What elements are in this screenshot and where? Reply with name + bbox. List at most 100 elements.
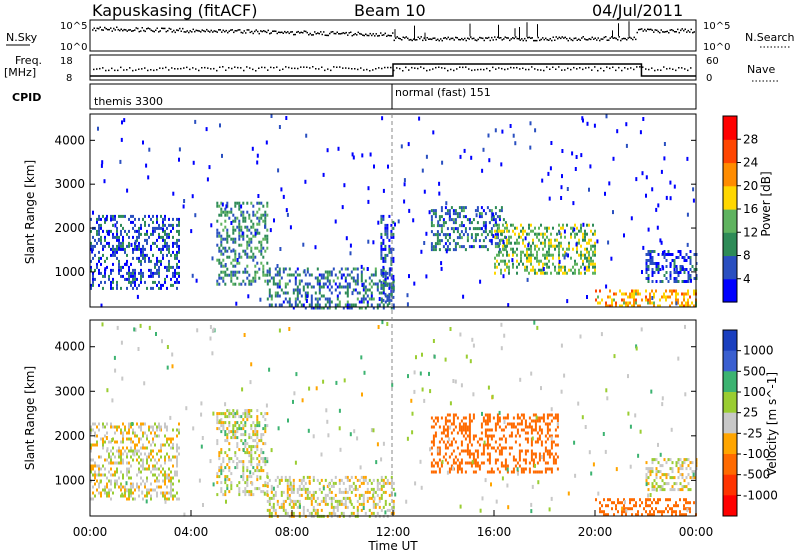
- power-echo-cell: [498, 253, 500, 257]
- power-echo-cell: [332, 267, 335, 271]
- velocity-echo-cell: [230, 436, 233, 440]
- power-sparse-echo: [97, 126, 99, 131]
- power-echo-cell: [570, 232, 572, 236]
- velocity-echo-cell: [152, 437, 154, 441]
- velocity-echo-cell: [386, 481, 389, 485]
- power-echo-cell: [592, 223, 594, 227]
- velocity-echo-cell: [228, 442, 231, 446]
- nave-sample: [648, 68, 650, 71]
- velocity-echo-cell: [546, 467, 549, 471]
- power-echo-cell: [138, 256, 140, 260]
- power-echo-cell: [140, 223, 142, 227]
- noise-sample: [599, 39, 601, 42]
- power-sparse-echo: [642, 245, 645, 250]
- noise-sample: [126, 30, 128, 32]
- noise-sample: [404, 37, 406, 39]
- power-echo-cell: [582, 238, 584, 242]
- velocity-echo-cell: [92, 458, 94, 462]
- noise-sample: [330, 31, 332, 33]
- power-echo-cell: [380, 283, 383, 287]
- velocity-echo-cell: [268, 478, 271, 482]
- noise-sample: [587, 39, 589, 41]
- power-echo-cell: [248, 237, 251, 241]
- power-echo-cell: [482, 209, 485, 213]
- power-echo-cell: [346, 294, 349, 298]
- velocity-echo-cell: [250, 457, 253, 461]
- power-echo-cell: [594, 253, 596, 257]
- velocity-echo-cell: [174, 455, 176, 459]
- power-echo-cell: [434, 233, 437, 237]
- power-sparse-echo: [369, 152, 372, 157]
- velocity-echo-cell: [621, 513, 623, 517]
- velocity-echo-cell: [276, 499, 279, 503]
- velocity-echo-cell: [264, 424, 267, 428]
- velocity-echo-cell: [671, 476, 674, 480]
- power-echo-cell: [174, 253, 176, 257]
- velocity-echo-cell: [464, 470, 467, 474]
- noise-sample: [201, 29, 203, 31]
- power-echo-cell: [446, 248, 449, 252]
- power-echo-cell: [594, 262, 596, 266]
- power-sparse-echo: [406, 293, 409, 298]
- power-echo-cell: [114, 250, 116, 254]
- velocity-sparse-echo: [201, 436, 204, 440]
- noise-sample: [189, 30, 191, 32]
- velocity-echo-cell: [164, 473, 166, 477]
- velocity-echo-cell: [252, 472, 255, 476]
- power-echo-cell: [504, 268, 506, 272]
- nave-sample: [177, 68, 179, 70]
- noise-sample: [117, 28, 119, 31]
- velocity-echo-cell: [122, 476, 124, 480]
- velocity-echo-cell: [226, 475, 229, 479]
- nave-sample: [252, 68, 254, 71]
- velocity-echo-cell: [310, 499, 313, 503]
- velocity-echo-cell: [468, 437, 471, 441]
- power-echo-cell: [633, 295, 635, 299]
- velocity-echo-cell: [466, 425, 469, 429]
- nave-sample: [411, 66, 413, 69]
- power-echo-cell: [548, 244, 550, 248]
- power-echo-cell: [645, 289, 647, 293]
- power-echo-cell: [468, 245, 471, 249]
- power-echo-cell: [550, 244, 552, 248]
- velocity-echo-cell: [114, 473, 116, 477]
- velocity-echo-cell: [142, 443, 144, 447]
- power-echo-cell: [592, 262, 594, 266]
- velocity-echo-cell: [260, 466, 263, 470]
- velocity-echo-cell: [671, 510, 673, 514]
- nave-sample: [294, 67, 296, 70]
- noise-sample: [528, 36, 530, 39]
- power-echo-cell: [220, 276, 223, 280]
- power-sparse-echo: [366, 267, 369, 271]
- nave-sample: [195, 68, 197, 70]
- velocity-echo-cell: [98, 470, 100, 474]
- velocity-echo-cell: [661, 473, 664, 477]
- power-echo-cell: [250, 246, 253, 250]
- power-echo-cell: [464, 230, 467, 234]
- velocity-echo-cell: [685, 498, 687, 502]
- velocity-echo-cell: [655, 482, 658, 486]
- power-echo-cell: [458, 212, 461, 216]
- power-echo-cell: [314, 306, 317, 310]
- power-echo-cell: [360, 306, 363, 310]
- power-echo-cell: [687, 277, 690, 280]
- velocity-echo-cell: [348, 484, 351, 488]
- velocity-echo-cell: [647, 467, 650, 471]
- noise-sample: [309, 32, 311, 35]
- noise-sample: [96, 27, 98, 30]
- power-sparse-echo: [490, 238, 493, 243]
- velocity-echo-cell: [128, 437, 130, 441]
- power-echo-cell: [254, 234, 257, 238]
- power-echo-cell: [478, 215, 481, 219]
- velocity-echo-cell: [671, 470, 674, 474]
- velocity-echo-cell: [446, 419, 449, 423]
- velocity-echo-cell: [220, 481, 223, 485]
- power-echo-cell: [380, 220, 383, 224]
- velocity-echo-cell: [436, 464, 439, 468]
- nave-sample: [333, 66, 335, 68]
- velocity-echo-cell: [661, 464, 664, 468]
- velocity-echo-cell: [228, 409, 231, 413]
- velocity-echo-cell: [679, 510, 681, 514]
- power-echo-cell: [382, 286, 385, 290]
- power-echo-cell: [384, 259, 387, 263]
